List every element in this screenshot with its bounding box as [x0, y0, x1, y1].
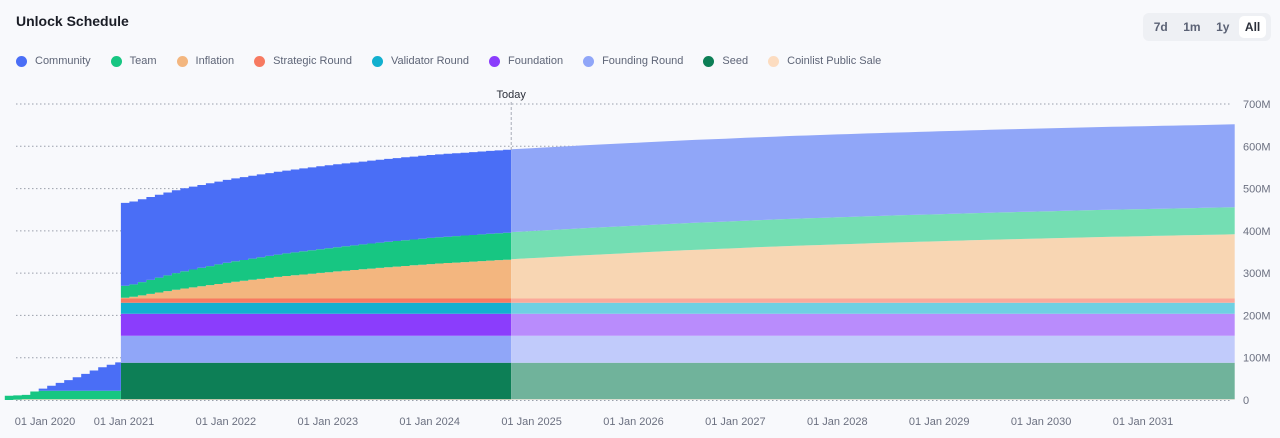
y-tick-label: 600M — [1243, 141, 1271, 153]
area-inflation — [4, 259, 512, 400]
legend-dot-icon — [768, 55, 780, 67]
legend-label: Foundation — [508, 55, 564, 67]
legend-dot-icon — [583, 55, 595, 67]
range-option-7d[interactable]: 7d — [1153, 20, 1168, 34]
legend-dot-icon — [489, 55, 501, 67]
projected-area-seed — [511, 362, 1235, 400]
legend-item-validator-round[interactable]: Validator Round — [371, 55, 470, 67]
y-tick-label: 200M — [1243, 310, 1271, 322]
projected-area-community — [511, 124, 1235, 233]
legend-label: Founding Round — [602, 55, 684, 67]
legend-item-founding-round[interactable]: Founding Round — [583, 55, 683, 67]
area-founding-round — [4, 335, 512, 400]
projected-area-foundation — [511, 313, 1235, 336]
x-tick-label: 01 Jan 2025 — [501, 416, 562, 428]
legend-item-inflation[interactable]: Inflation — [176, 55, 235, 67]
legend-dot-icon — [703, 55, 715, 67]
x-tick-label: 01 Jan 2020 — [15, 416, 76, 428]
legend-label: Community — [35, 55, 91, 67]
legend-dot-icon — [16, 55, 27, 67]
legend-item-strategic-round[interactable]: Strategic Round — [254, 55, 352, 67]
projected-area-inflation — [511, 234, 1235, 299]
y-tick-label: 400M — [1243, 226, 1271, 238]
area-seed — [4, 362, 512, 400]
legend-label: Validator Round — [390, 55, 470, 67]
range-option-all[interactable]: All — [1238, 16, 1267, 38]
x-tick-label: 01 Jan 2024 — [399, 416, 460, 428]
legend-item-team[interactable]: Team — [110, 55, 157, 67]
time-range-selector: 7d 1m 1y All — [1143, 13, 1271, 41]
today-marker: Today — [497, 89, 527, 150]
x-axis-ticks: 01 Jan 2020 01 Jan 2021 01 Jan 2022 01 Jan … — [15, 416, 1174, 428]
legend-label: Inflation — [195, 55, 235, 67]
y-tick-label: 700M — [1243, 99, 1271, 111]
legend-label: Coinlist Public Sale — [787, 55, 882, 67]
x-tick-label: 01 Jan 2026 — [603, 416, 664, 428]
legend-item-community[interactable]: Community — [16, 55, 91, 67]
y-tick-label: 500M — [1243, 184, 1271, 196]
x-tick-label: 01 Jan 2023 — [298, 416, 359, 428]
y-axis-ticks: 0 100M 200M 300M 400M 500M 600M 700M — [1243, 99, 1271, 407]
x-tick-label: 01 Jan 2022 — [196, 416, 257, 428]
legend-label: Team — [129, 55, 157, 67]
y-tick-label: 0 — [1243, 395, 1249, 407]
chart-title: Unlock Schedule — [16, 13, 129, 29]
legend-item-foundation[interactable]: Foundation — [489, 55, 563, 67]
legend-dot-icon — [254, 55, 266, 67]
x-tick-label: 01 Jan 2031 — [1113, 416, 1174, 428]
range-option-1y[interactable]: 1y — [1216, 20, 1230, 34]
legend-label: Strategic Round — [273, 55, 352, 67]
projected-area-coinlist-public-sale — [511, 399, 1235, 400]
projected-area-validator-round — [511, 302, 1235, 314]
area-team — [4, 232, 512, 400]
projected-area-strategic-round — [511, 298, 1235, 303]
legend-dot-icon — [371, 55, 383, 67]
projected-area-founding-round — [511, 335, 1235, 363]
x-tick-label: 01 Jan 2028 — [807, 416, 868, 428]
x-tick-label: 01 Jan 2027 — [705, 416, 766, 428]
x-tick-label: 01 Jan 2029 — [909, 416, 970, 428]
legend-item-seed[interactable]: Seed — [703, 55, 748, 67]
legend-label: Seed — [722, 55, 749, 67]
legend-dot-icon — [176, 55, 188, 67]
x-tick-label: 01 Jan 2030 — [1011, 416, 1072, 428]
legend-item-coinlist-public-sale[interactable]: Coinlist Public Sale — [768, 55, 881, 67]
area-foundation — [4, 313, 512, 400]
area-coinlist-public-sale — [4, 399, 512, 400]
y-tick-label: 300M — [1243, 268, 1271, 280]
area-validator-round — [4, 302, 512, 400]
y-tick-label: 100M — [1243, 353, 1271, 365]
area-community — [4, 149, 512, 396]
today-label: Today — [497, 89, 527, 101]
legend-dot-icon — [110, 55, 122, 67]
series-areas — [4, 124, 1235, 400]
chart-legend: Community Team Inflation Strategic Round Val… — [16, 55, 901, 67]
projected-area-team — [511, 207, 1235, 260]
x-tick-label: 01 Jan 2021 — [94, 416, 155, 428]
range-option-1m[interactable]: 1m — [1183, 20, 1201, 34]
